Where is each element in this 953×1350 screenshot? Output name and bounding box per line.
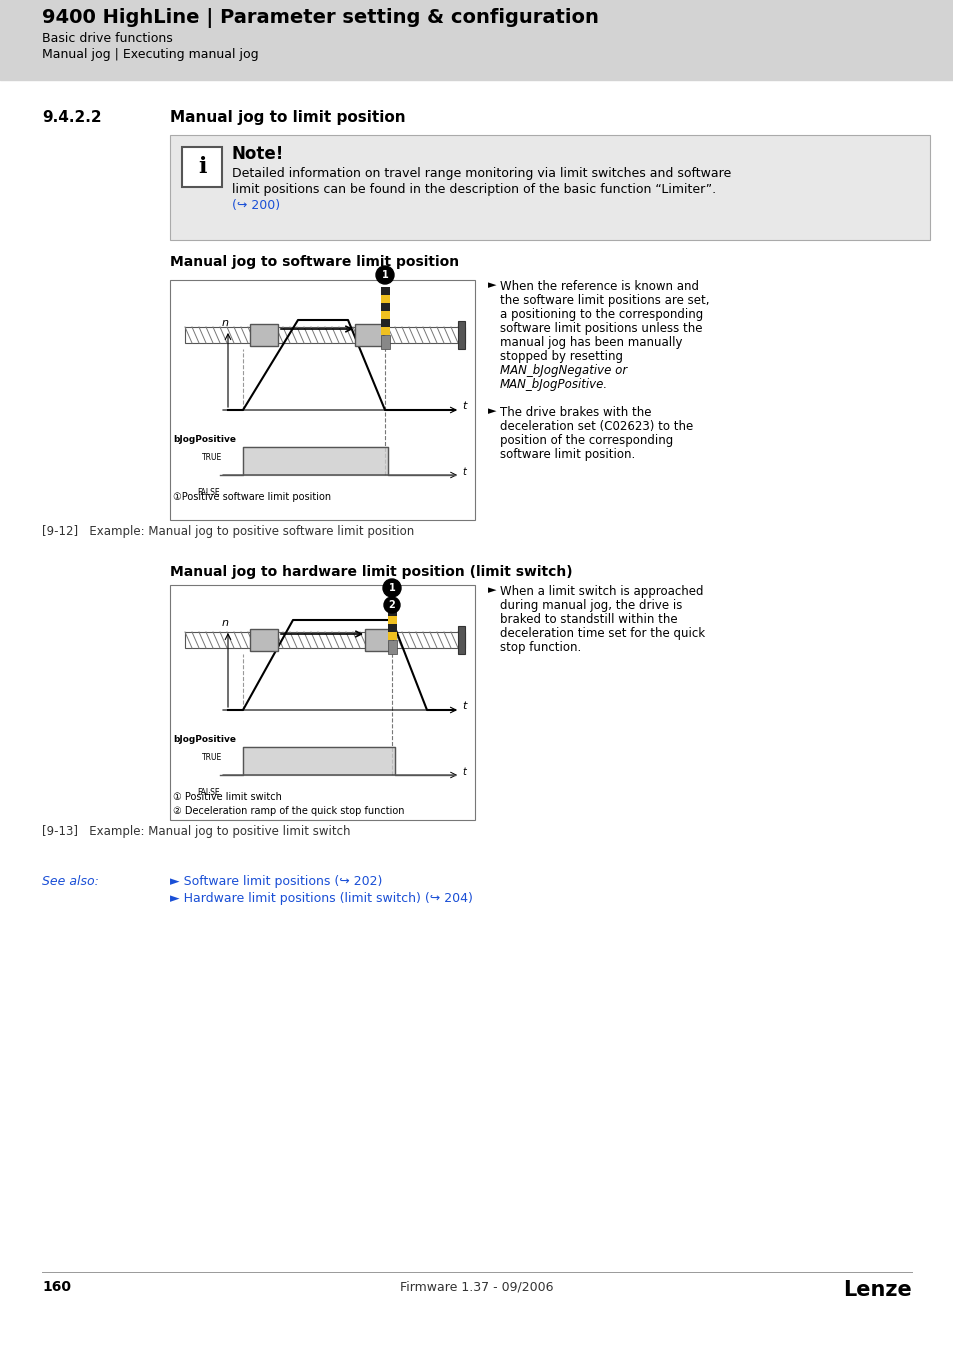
Text: t: t <box>461 401 466 410</box>
Bar <box>250 324 277 346</box>
Bar <box>380 319 390 327</box>
Bar <box>380 327 390 335</box>
Bar <box>380 288 390 296</box>
Text: (↪ 200): (↪ 200) <box>232 198 280 212</box>
Text: ► Hardware limit positions (limit switch) (↪ 204): ► Hardware limit positions (limit switch… <box>170 892 473 904</box>
Text: Firmware 1.37 - 09/2006: Firmware 1.37 - 09/2006 <box>400 1280 553 1293</box>
Bar <box>388 640 396 653</box>
Text: t: t <box>461 701 466 711</box>
Text: Manual jog to hardware limit position (limit switch): Manual jog to hardware limit position (l… <box>170 566 572 579</box>
Text: during manual jog, the drive is: during manual jog, the drive is <box>499 599 681 612</box>
Text: stopped by resetting: stopped by resetting <box>499 350 622 363</box>
Text: When the reference is known and: When the reference is known and <box>499 279 699 293</box>
Text: FALSE: FALSE <box>196 788 219 796</box>
Bar <box>185 632 464 648</box>
Text: See also:: See also: <box>42 875 99 888</box>
Bar <box>170 585 475 819</box>
Bar <box>185 327 464 343</box>
Bar <box>388 599 396 608</box>
Text: t: t <box>461 467 465 477</box>
Text: ② Deceleration ramp of the quick stop function: ② Deceleration ramp of the quick stop fu… <box>172 806 404 815</box>
Text: 1: 1 <box>381 270 388 279</box>
Text: MAN_bJogNegative or: MAN_bJogNegative or <box>499 364 626 377</box>
Text: Note!: Note! <box>232 144 284 163</box>
Polygon shape <box>243 447 388 475</box>
Text: t: t <box>461 767 465 778</box>
Bar <box>182 147 222 188</box>
Bar <box>0 0 953 80</box>
Text: Detailed information on travel range monitoring via limit switches and software: Detailed information on travel range mon… <box>232 167 731 180</box>
Bar <box>388 632 396 640</box>
Text: bJogPositive: bJogPositive <box>172 734 235 744</box>
Text: Manual jog to software limit position: Manual jog to software limit position <box>170 255 458 269</box>
Text: ►: ► <box>488 406 496 416</box>
Text: software limit positions unless the: software limit positions unless the <box>499 323 701 335</box>
Text: deceleration time set for the quick: deceleration time set for the quick <box>499 626 704 640</box>
Text: position of the corresponding: position of the corresponding <box>499 433 673 447</box>
Text: bJogPositive: bJogPositive <box>172 435 235 444</box>
Bar <box>365 629 393 651</box>
Text: the software limit positions are set,: the software limit positions are set, <box>499 294 709 306</box>
Text: limit positions can be found in the description of the basic function “Limiter”.: limit positions can be found in the desc… <box>232 184 716 196</box>
Text: 9.4.2.2: 9.4.2.2 <box>42 109 102 126</box>
Text: [9-13]   Example: Manual jog to positive limit switch: [9-13] Example: Manual jog to positive l… <box>42 825 350 838</box>
Text: ► Software limit positions (↪ 202): ► Software limit positions (↪ 202) <box>170 875 382 888</box>
Text: ①Positive software limit position: ①Positive software limit position <box>172 491 331 502</box>
Bar <box>380 296 390 302</box>
Text: n: n <box>222 618 229 628</box>
Text: When a limit switch is approached: When a limit switch is approached <box>499 585 702 598</box>
Bar <box>170 279 475 520</box>
Bar <box>355 324 382 346</box>
Text: Lenze: Lenze <box>842 1280 911 1300</box>
Bar <box>250 629 277 651</box>
Text: The drive brakes with the: The drive brakes with the <box>499 406 651 418</box>
Text: Basic drive functions: Basic drive functions <box>42 32 172 45</box>
Text: MAN_bJogPositive.: MAN_bJogPositive. <box>499 378 607 392</box>
Bar <box>170 135 929 240</box>
Text: software limit position.: software limit position. <box>499 448 635 460</box>
Text: stop function.: stop function. <box>499 641 580 653</box>
Bar <box>457 626 464 653</box>
Bar <box>388 616 396 624</box>
Text: ►: ► <box>488 585 496 595</box>
Text: i: i <box>197 157 206 178</box>
Text: ① Positive limit switch: ① Positive limit switch <box>172 792 281 802</box>
Circle shape <box>384 597 399 613</box>
Bar <box>380 302 390 311</box>
Circle shape <box>382 579 400 597</box>
Text: [9-12]   Example: Manual jog to positive software limit position: [9-12] Example: Manual jog to positive s… <box>42 525 414 539</box>
Text: 9400 HighLine | Parameter setting & configuration: 9400 HighLine | Parameter setting & conf… <box>42 8 598 28</box>
Text: Manual jog | Executing manual jog: Manual jog | Executing manual jog <box>42 49 258 61</box>
Text: 2: 2 <box>388 599 395 610</box>
Text: ►: ► <box>488 279 496 290</box>
Text: Manual jog to limit position: Manual jog to limit position <box>170 109 405 126</box>
Text: n: n <box>222 319 229 328</box>
Bar <box>388 624 396 632</box>
Bar <box>380 310 390 319</box>
Text: deceleration set (C02623) to the: deceleration set (C02623) to the <box>499 420 693 433</box>
Text: a positioning to the corresponding: a positioning to the corresponding <box>499 308 702 321</box>
Text: 160: 160 <box>42 1280 71 1295</box>
Text: braked to standstill within the: braked to standstill within the <box>499 613 677 626</box>
Text: TRUE: TRUE <box>202 753 222 761</box>
Bar <box>380 335 390 350</box>
Text: 1: 1 <box>388 583 395 593</box>
Text: TRUE: TRUE <box>202 454 222 462</box>
Circle shape <box>375 266 394 283</box>
Text: FALSE: FALSE <box>196 487 219 497</box>
Text: manual jog has been manually: manual jog has been manually <box>499 336 681 350</box>
Bar <box>388 608 396 616</box>
Polygon shape <box>243 747 395 775</box>
Bar <box>457 321 464 350</box>
